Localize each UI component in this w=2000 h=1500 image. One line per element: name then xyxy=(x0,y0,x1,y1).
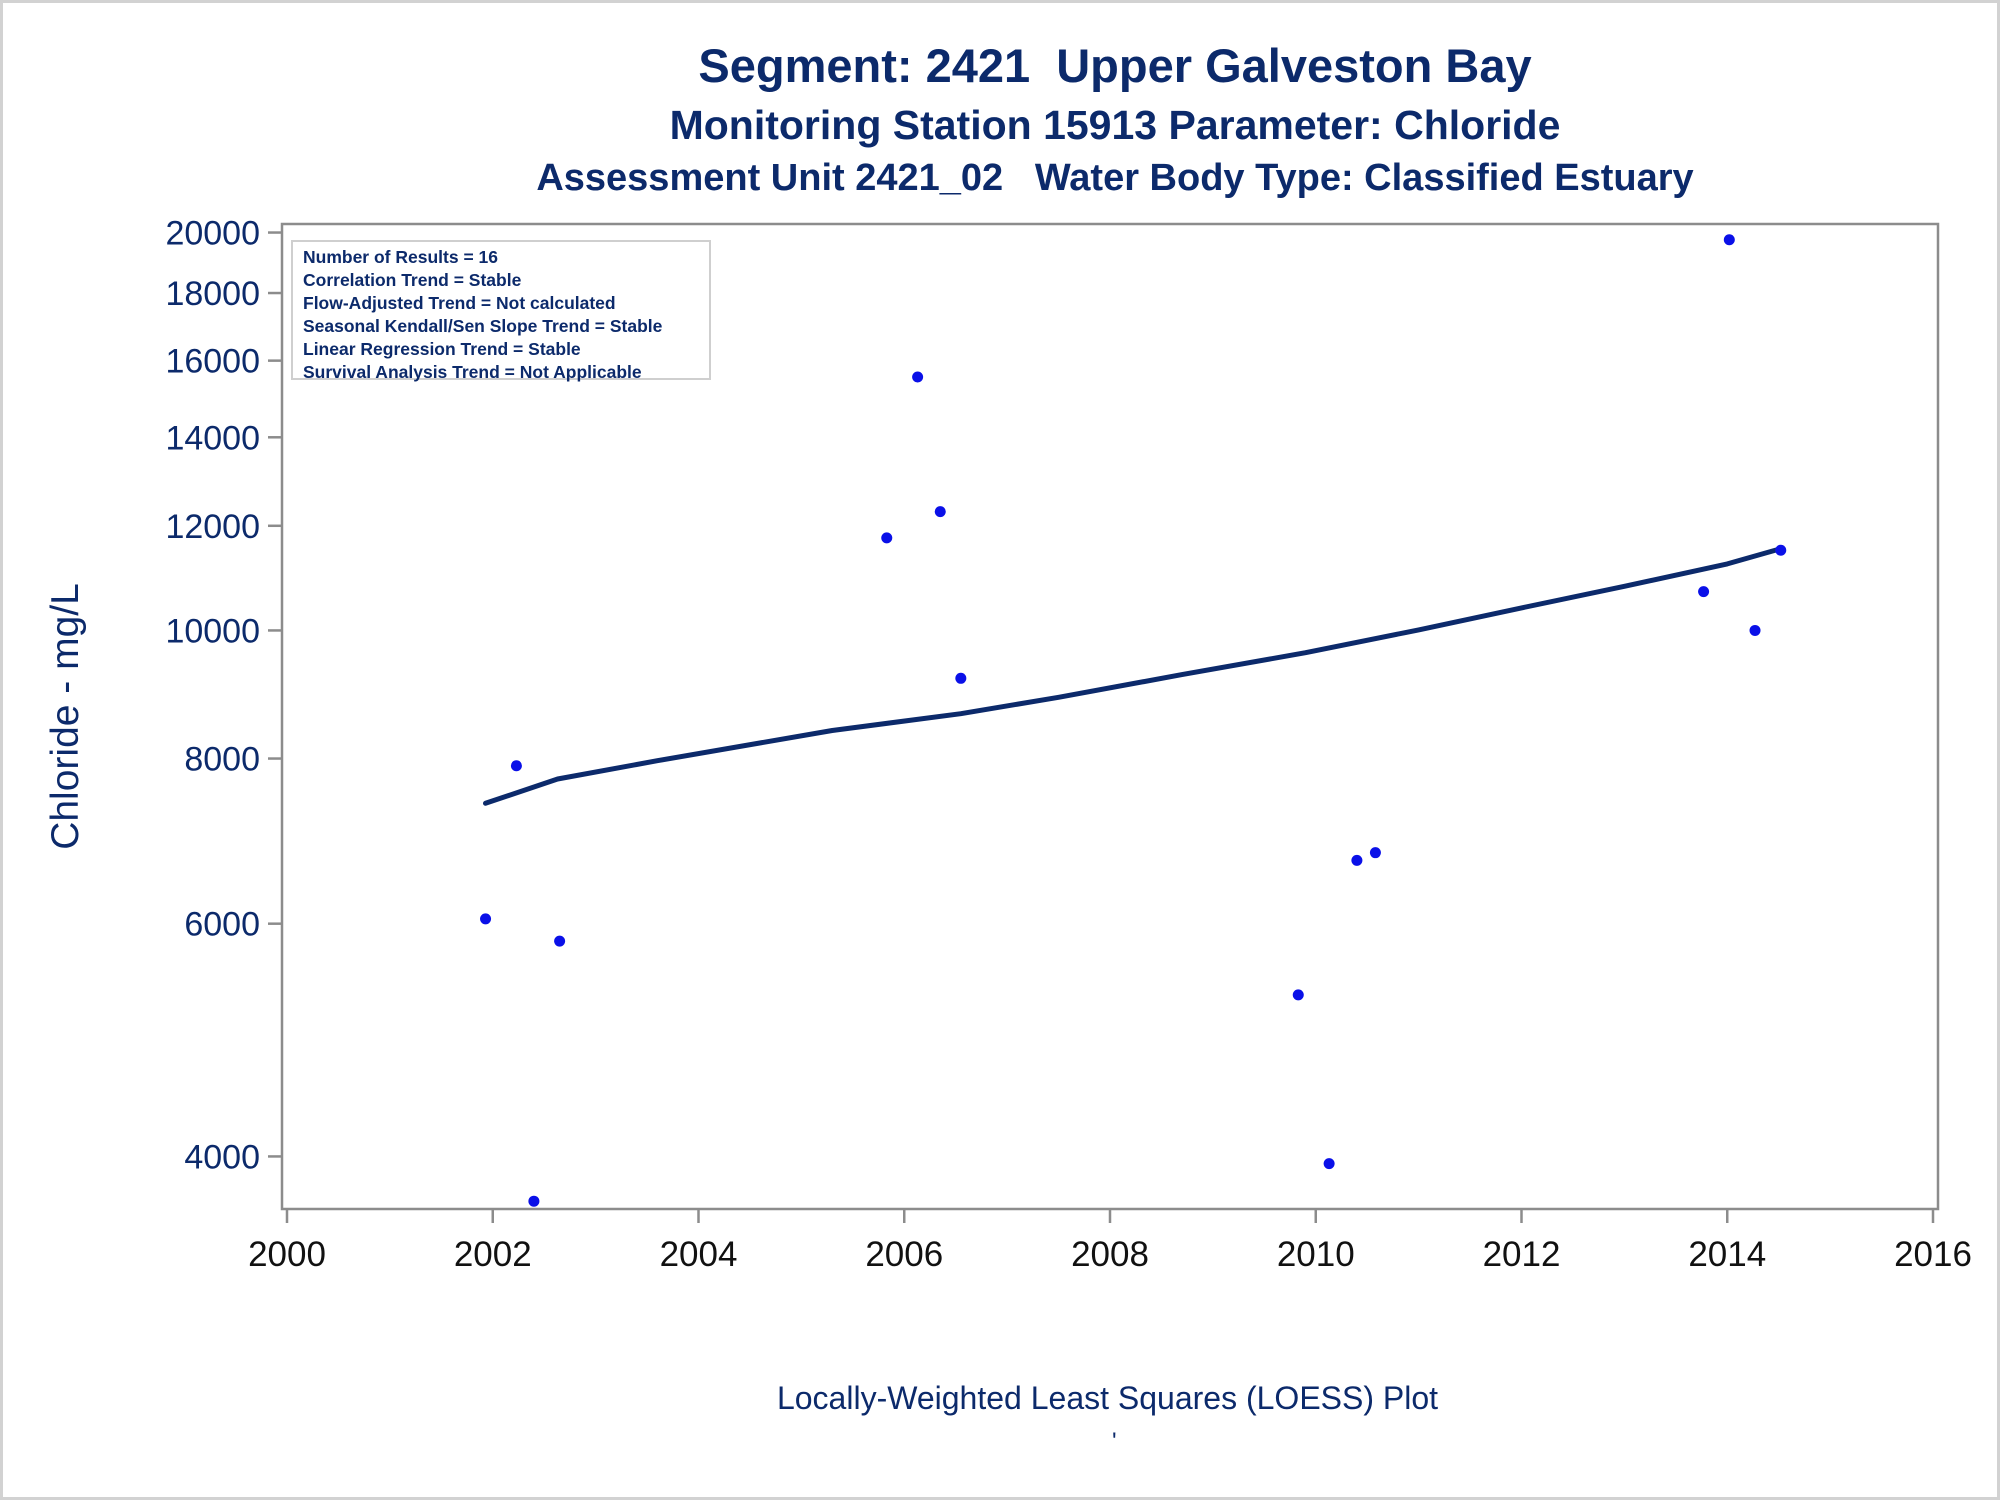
chart-subtitle: Monitoring Station 15913 Parameter: Chlo… xyxy=(669,102,1561,148)
data-point xyxy=(881,532,893,544)
x-tick-label: 2014 xyxy=(1688,1235,1766,1274)
data-point xyxy=(1723,234,1735,246)
footnote-mark: ' xyxy=(1112,1428,1117,1455)
chart-subtitle-2: Assessment Unit 2421_02 Water Body Type:… xyxy=(536,157,1694,199)
x-tick-label: 2006 xyxy=(865,1235,943,1274)
data-point xyxy=(1292,989,1304,1001)
data-point xyxy=(480,913,492,925)
data-point xyxy=(1749,624,1761,636)
y-tick-label: 12000 xyxy=(165,508,260,546)
data-point xyxy=(528,1195,540,1207)
data-point xyxy=(934,506,946,518)
loess-line xyxy=(483,546,1784,806)
stats-box: Number of Results = 16 Correlation Trend… xyxy=(291,240,711,382)
stats-line: Number of Results = 16 xyxy=(303,247,498,267)
data-point xyxy=(1698,586,1710,598)
stats-line: Survival Analysis Trend = Not Applicable xyxy=(303,362,642,382)
chart-title: Segment: 2421 Upper Galveston Bay xyxy=(698,39,1532,92)
data-point xyxy=(554,935,566,947)
y-axis-label: Chloride - mg/L xyxy=(44,583,87,850)
x-tick-label: 2004 xyxy=(660,1235,738,1274)
data-point xyxy=(1775,544,1787,556)
y-tick-label: 16000 xyxy=(165,343,260,381)
x-tick-label: 2016 xyxy=(1894,1235,1972,1274)
stats-line: Correlation Trend = Stable xyxy=(303,270,522,290)
data-point xyxy=(955,672,967,684)
x-tick-label: 2010 xyxy=(1277,1235,1355,1274)
y-tick-label: 18000 xyxy=(165,275,260,313)
y-tick-label: 14000 xyxy=(165,419,260,457)
y-tick-label: 4000 xyxy=(184,1138,260,1176)
y-tick-label: 10000 xyxy=(165,612,260,650)
y-tick-label: 6000 xyxy=(184,906,260,944)
stats-line: Linear Regression Trend = Stable xyxy=(303,339,581,359)
x-tick-label: 2002 xyxy=(454,1235,532,1274)
stats-line: Flow-Adjusted Trend = Not calculated xyxy=(303,293,616,313)
data-point xyxy=(1369,847,1381,859)
stats-line: Seasonal Kendall/Sen Slope Trend = Stabl… xyxy=(303,316,663,336)
x-tick-label: 2008 xyxy=(1071,1235,1149,1274)
data-point xyxy=(1323,1158,1335,1170)
y-tick-label: 20000 xyxy=(165,215,260,253)
data-point xyxy=(912,371,924,383)
data-point xyxy=(1351,854,1363,866)
y-tick-label: 8000 xyxy=(184,741,260,779)
x-tick-label: 2000 xyxy=(248,1235,326,1274)
x-tick-label: 2012 xyxy=(1483,1235,1561,1274)
plot-footnote: Locally-Weighted Least Squares (LOESS) P… xyxy=(776,1380,1439,1416)
data-point xyxy=(510,760,522,772)
